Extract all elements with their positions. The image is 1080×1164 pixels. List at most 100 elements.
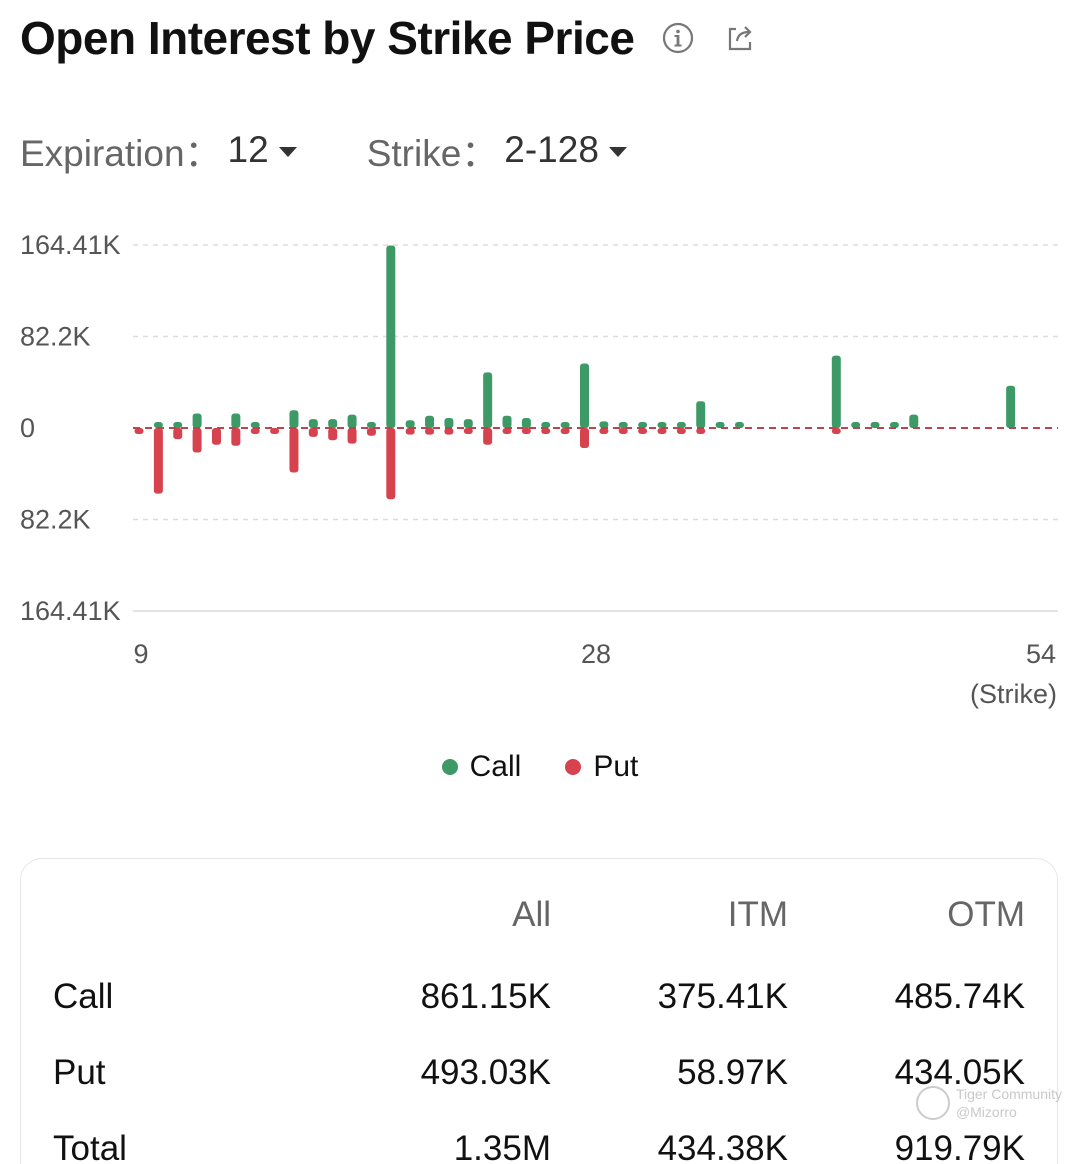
call-bar (599, 421, 609, 428)
col-header-otm: OTM (947, 895, 1025, 934)
call-bar (657, 422, 667, 428)
call-bar (580, 363, 589, 428)
watermark-handle: @Mizorro (955, 1104, 1017, 1120)
cell-itm: 375.41K (657, 977, 788, 1016)
call-bar (715, 422, 725, 428)
call-bar (386, 245, 396, 428)
put-bar (560, 428, 570, 434)
row-label: Total (53, 1129, 127, 1164)
watermark-brand: Tiger Community (955, 1086, 1062, 1102)
cell-all: 1.35M (453, 1129, 551, 1164)
summary-card: All ITM OTM Call 861.15K 375.41K 485.74K… (20, 858, 1058, 1164)
expiration-dropdown[interactable]: Expiration： 12 (20, 123, 297, 177)
put-bar (599, 428, 609, 434)
call-bar (425, 415, 435, 428)
put-bar (638, 428, 648, 434)
summary-corner (21, 859, 351, 959)
x-tick-label: 9 (133, 639, 148, 669)
put-bar (425, 428, 435, 435)
call-bar (463, 419, 473, 428)
y-tick-label: 82.2K (20, 322, 91, 352)
cell-itm: 58.97K (677, 1053, 788, 1092)
chevron-down-icon (278, 147, 297, 157)
put-bar (231, 428, 241, 446)
call-bar (870, 422, 880, 428)
legend-put[interactable]: Put (565, 750, 638, 784)
call-bar (696, 401, 706, 428)
call-bar (173, 422, 183, 428)
legend-call[interactable]: Call (441, 750, 522, 784)
call-bar (618, 422, 628, 428)
row-label: Call (53, 977, 114, 1016)
call-bar (889, 422, 899, 428)
put-bar (502, 428, 512, 434)
call-bar (909, 414, 919, 428)
x-axis-title: (Strike) (970, 679, 1057, 709)
put-bar (483, 428, 493, 445)
put-bar (657, 428, 667, 434)
strike-value: 2-128 (504, 129, 599, 170)
info-icon[interactable] (660, 20, 696, 56)
chart-legend: Call Put (0, 750, 1080, 784)
strike-dropdown[interactable]: Strike： 2-128 (367, 123, 627, 177)
strike-label: Strike： (366, 133, 499, 174)
put-bar (153, 428, 163, 494)
call-bar (250, 422, 260, 428)
legend-put-label: Put (593, 750, 639, 783)
put-bar (541, 428, 551, 434)
share-icon[interactable] (722, 20, 758, 56)
put-bar (289, 428, 299, 473)
call-bar (444, 417, 454, 428)
call-bar (192, 413, 202, 428)
summary-row-put: Put 493.03K 58.97K 434.05K (21, 1035, 1057, 1111)
x-tick-label: 28 (581, 639, 611, 669)
y-tick-label: 0 (20, 413, 35, 443)
summary-table: All ITM OTM Call 861.15K 375.41K 485.74K… (21, 859, 1057, 1164)
call-bar (831, 355, 841, 428)
call-dot (441, 759, 458, 775)
put-bar (521, 428, 531, 434)
put-bar (386, 428, 396, 500)
call-bar (502, 415, 512, 428)
put-bar (444, 428, 454, 435)
call-bar (676, 422, 686, 428)
call-bar (483, 372, 493, 428)
call-bar (289, 410, 299, 428)
put-bar (270, 428, 280, 434)
put-bar (328, 428, 338, 441)
summary-row-call: Call 861.15K 375.41K 485.74K (21, 959, 1057, 1035)
call-bar (347, 414, 357, 428)
legend-call-label: Call (469, 750, 522, 783)
open-interest-chart: 164.41K 82.2K 0 82.2K 164.41K 9 28 54 (Strike) (20, 230, 1058, 709)
cell-otm: 434.05K (894, 1053, 1025, 1092)
call-bar (851, 422, 861, 428)
call-bar (1006, 385, 1016, 428)
cell-all: 493.03K (420, 1053, 551, 1092)
put-bar (618, 428, 628, 434)
put-bar (580, 428, 589, 449)
call-bar (560, 422, 570, 428)
row-label: Put (53, 1053, 106, 1092)
cell-otm: 919.79K (894, 1129, 1025, 1164)
watermark: Tiger Community @Mizorro (915, 1085, 1062, 1121)
summary-row-total: Total 1.35M 434.38K 919.79K (21, 1111, 1057, 1164)
put-bar (347, 428, 357, 444)
cell-otm: 485.74K (894, 977, 1025, 1016)
put-bar (192, 428, 202, 453)
put-bar (250, 428, 260, 434)
put-bar (134, 428, 144, 434)
y-tick-label: 164.41K (20, 230, 121, 260)
call-bar (638, 422, 648, 428)
chart-header: Open Interest by Strike Price (20, 8, 758, 68)
call-bar (366, 422, 376, 428)
call-bar (405, 420, 415, 428)
cell-itm: 434.38K (657, 1129, 788, 1164)
call-bar (328, 419, 338, 428)
put-bar (696, 428, 706, 434)
call-bar (308, 419, 318, 428)
put-bar (831, 428, 841, 434)
chevron-down-icon (608, 147, 627, 157)
call-bar (734, 422, 744, 428)
put-bar (405, 428, 415, 435)
put-bar (308, 428, 318, 437)
